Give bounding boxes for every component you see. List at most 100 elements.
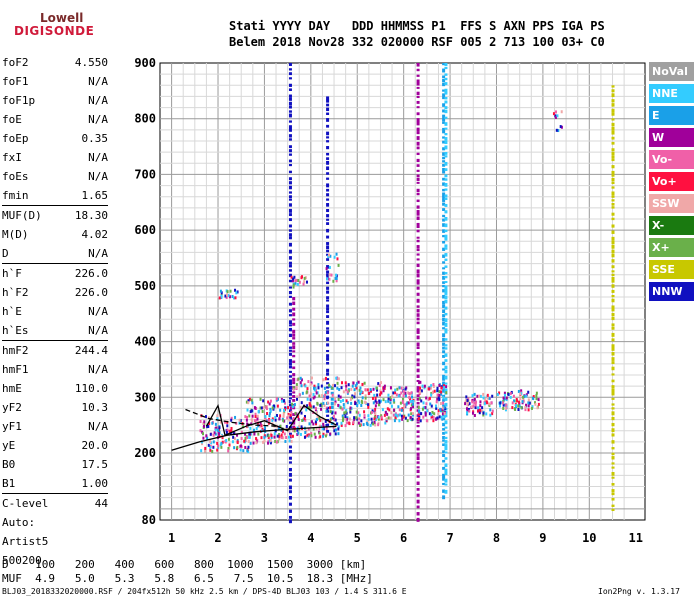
echo-mark [535,391,538,395]
echo-mark [444,168,448,172]
echo-mark [444,285,448,289]
echo-mark [436,389,439,393]
echo-mark [396,414,399,418]
echo-mark [288,279,292,283]
param-name: yF2 [2,401,22,414]
echo-mark [442,163,446,167]
echo-mark [326,136,330,139]
echo-mark [379,399,382,403]
echo-mark [328,277,331,281]
echo-mark [444,382,448,385]
echo-mark [292,386,295,390]
echo-mark [416,205,420,209]
echo-mark [228,429,231,433]
echo-mark [354,392,357,396]
echo-mark [219,420,222,424]
echo-mark [288,145,292,149]
echo-mark [288,295,292,298]
echo-mark [465,398,468,402]
echo-mark [335,279,338,283]
echo-mark [442,118,446,122]
param-value: 226.0 [74,267,108,280]
echo-mark [367,405,370,409]
echo-mark [396,387,399,391]
echo-mark [442,374,446,379]
echo-mark [442,482,446,486]
echo-mark [292,381,296,385]
echo-mark [378,400,381,404]
echo-mark [275,414,278,418]
logo-digisonde: DIGISONDE [14,24,95,38]
legend-vo: Vo- [649,150,694,169]
echo-mark [292,283,295,287]
echo-mark [390,411,393,415]
echo-mark [401,397,404,401]
echo-mark [294,279,297,283]
echo-mark [416,368,420,373]
echo-mark [397,405,400,409]
echo-mark [326,304,330,308]
echo-mark [442,378,446,381]
echo-mark [292,329,296,334]
echo-mark [326,361,330,365]
echo-mark [248,435,251,439]
echo-mark [400,408,403,412]
echo-mark [334,397,337,401]
x-tick-label: 8 [493,531,500,545]
echo-mark [326,307,330,311]
echo-mark [216,416,219,420]
echo-mark [275,397,278,401]
echo-mark [234,415,237,419]
param-value: N/A [88,363,108,376]
echo-mark [416,447,420,451]
echo-mark [442,68,446,73]
echo-mark [482,411,485,415]
echo-mark [400,391,403,395]
echo-mark [309,392,312,396]
echo-mark [292,413,296,417]
echo-mark [416,352,420,356]
echo-mark [611,456,615,460]
echo-mark [220,445,223,449]
echo-mark [416,424,420,428]
echo-mark [372,422,375,426]
echo-mark [443,412,446,416]
echo-mark [428,412,431,416]
echo-mark [326,354,330,358]
echo-mark [377,403,380,407]
echo-mark [291,434,294,438]
echo-mark [330,391,334,395]
echo-mark [288,224,292,228]
echo-mark [382,389,385,393]
echo-mark [484,397,487,401]
echo-mark [416,362,420,367]
echo-mark [214,432,217,436]
echo-mark [444,188,448,191]
echo-mark [227,446,230,450]
muf-row: MUF 4.9 5.0 5.3 5.8 6.5 7.5 10.5 18.3 [M… [2,572,373,585]
echo-mark [340,381,343,385]
param-name: M(D) [2,228,29,241]
echo-mark [322,427,325,431]
echo-mark [336,386,339,390]
echo-mark [325,267,328,271]
echo-mark [476,394,479,398]
echo-mark [397,394,400,398]
echo-mark [399,401,402,405]
echo-mark [471,394,474,398]
echo-mark [355,382,358,386]
echo-mark [288,324,292,327]
echo-mark [442,317,446,322]
echo-mark [386,412,389,416]
echo-mark [337,425,340,429]
echo-mark [499,401,502,405]
echo-mark [361,396,364,400]
echo-mark [472,404,475,408]
y-tick-label: 900 [134,56,156,70]
echo-mark [611,126,615,131]
echo-mark [476,409,479,413]
echo-mark [515,403,518,407]
echo-mark [298,280,301,284]
echo-mark [487,402,490,406]
echo-mark [560,125,563,129]
